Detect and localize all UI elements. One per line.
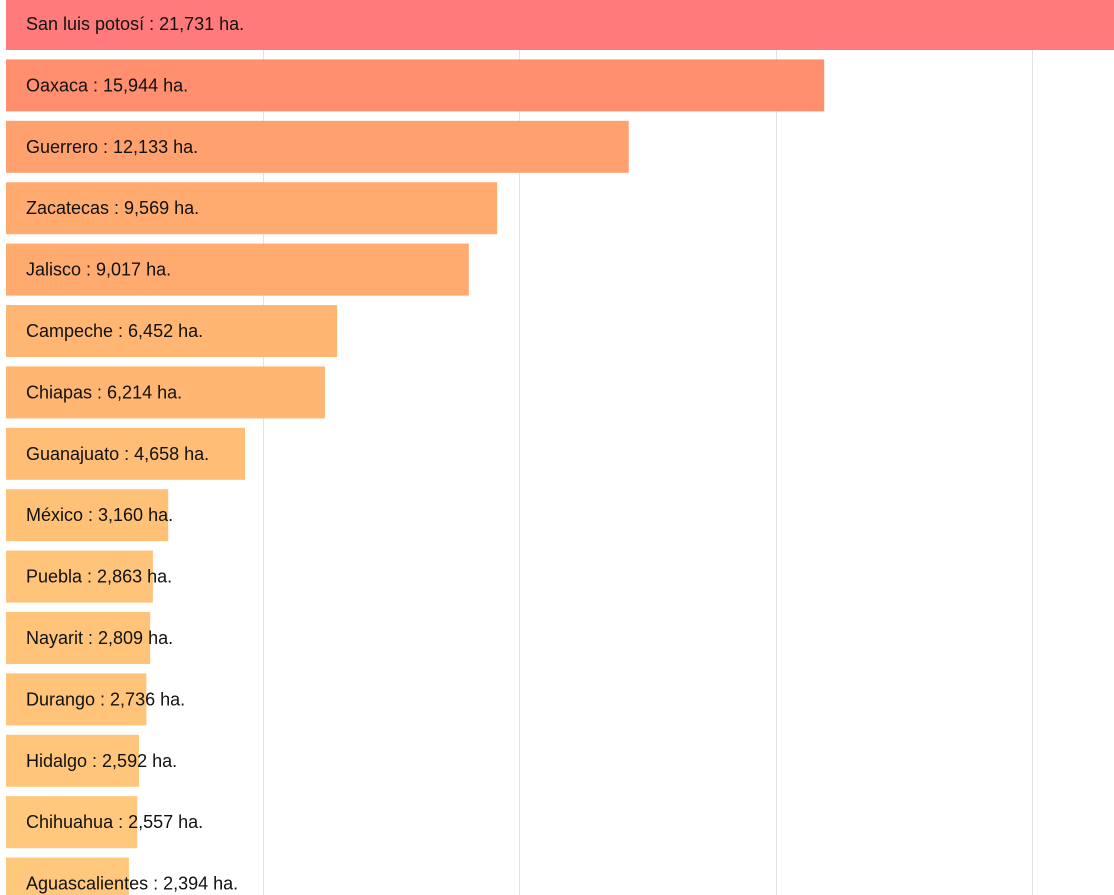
bar-label: Hidalgo : 2,592 ha. [26,751,177,771]
bar-label: Guanajuato : 4,658 ha. [26,444,209,464]
bar-label: Puebla : 2,863 ha. [26,567,172,587]
bar-label: Chiapas : 6,214 ha. [26,382,182,402]
bar-label: San luis potosí : 21,731 ha. [26,14,244,34]
bar-label: Chihuahua : 2,557 ha. [26,812,203,832]
bar-label: Campeche : 6,452 ha. [26,321,203,341]
bar-label: México : 3,160 ha. [26,505,173,525]
bar-label: Jalisco : 9,017 ha. [26,260,171,280]
bar-label: Durango : 2,736 ha. [26,689,185,709]
bar-label: Aguascalientes : 2,394 ha. [26,874,238,894]
bar-label: Oaxaca : 15,944 ha. [26,75,188,95]
bar-label: Nayarit : 2,809 ha. [26,628,173,648]
bar-label: Guerrero : 12,133 ha. [26,137,198,157]
bar-label: Zacatecas : 9,569 ha. [26,198,199,218]
